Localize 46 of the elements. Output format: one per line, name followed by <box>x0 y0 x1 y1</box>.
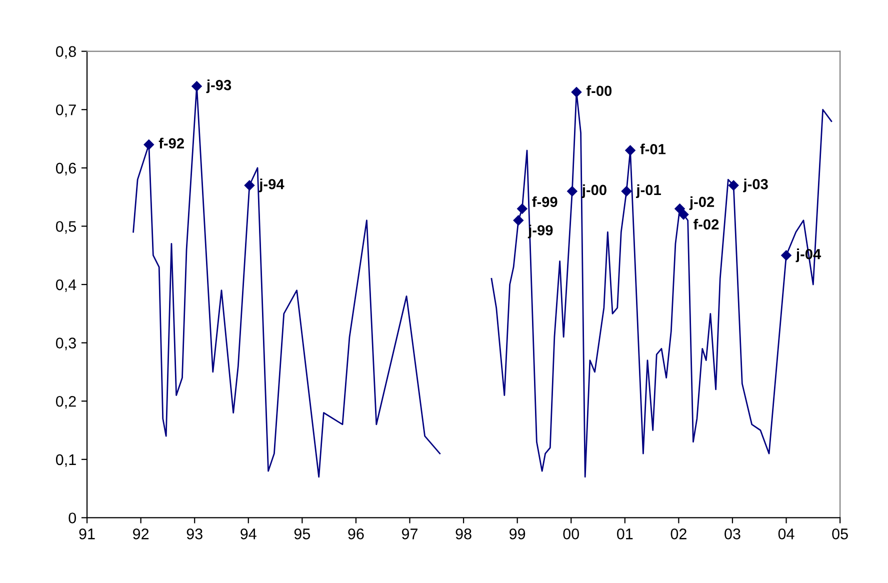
point <box>621 186 632 197</box>
x-tick-label: 02 <box>670 528 686 540</box>
x-tick-label: 96 <box>348 528 364 540</box>
annotation: f-00 <box>586 85 612 96</box>
x-tick-label: 93 <box>186 528 202 540</box>
y-tick-label: 0,3 <box>56 338 76 350</box>
point <box>566 186 578 197</box>
x-tick-label: 00 <box>563 528 580 540</box>
annotation: f-02 <box>693 218 719 230</box>
x-tick-label: 05 <box>832 528 848 540</box>
x-tick-label: 97 <box>402 528 418 540</box>
x-tick-label: 91 <box>79 528 95 540</box>
annotation: f-01 <box>640 144 666 154</box>
x-tick-label: 95 <box>294 528 310 540</box>
annotation: j-01 <box>636 184 661 198</box>
annotation: f-92 <box>158 138 184 148</box>
x-tick-label: 92 <box>133 528 149 540</box>
y-tick-label: 0,7 <box>56 104 76 118</box>
point <box>780 250 792 261</box>
point <box>624 145 636 156</box>
point <box>144 139 154 150</box>
point <box>728 180 739 191</box>
y-tick-label: 0,8 <box>56 46 76 59</box>
point <box>244 180 255 191</box>
point <box>191 80 202 92</box>
annotation: j-03 <box>743 178 768 192</box>
x-tick-label: 98 <box>456 528 472 540</box>
y-tick-label: 0,2 <box>56 396 76 409</box>
point <box>513 214 524 226</box>
y-tick-label: 0 <box>68 512 76 524</box>
x-tick-label: 94 <box>240 528 256 540</box>
point <box>571 86 582 98</box>
y-tick-label: 0,4 <box>56 279 76 292</box>
annotation: j-94 <box>258 178 284 192</box>
x-tick-label: 04 <box>778 528 794 540</box>
x-tick-label: 99 <box>510 528 526 540</box>
annotation: j-93 <box>206 79 232 94</box>
y-tick-label: 0,5 <box>56 221 76 234</box>
x-tick-label: 03 <box>724 528 740 540</box>
point <box>678 209 689 220</box>
y-tick-label: 0,1 <box>56 454 76 467</box>
annotation: f-99 <box>532 196 558 208</box>
x-tick-label: 01 <box>617 528 633 540</box>
point <box>516 203 528 214</box>
annotation: j-02 <box>689 196 714 210</box>
y-tick-label: 0,6 <box>56 162 76 176</box>
